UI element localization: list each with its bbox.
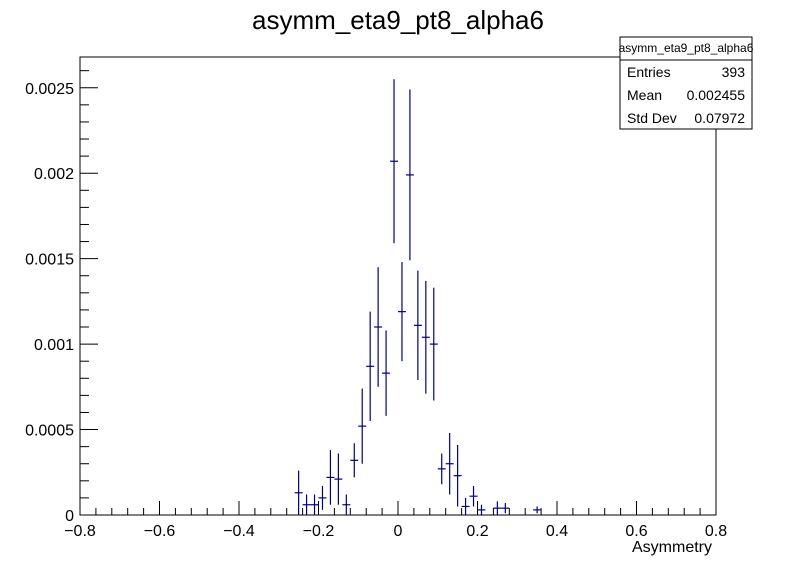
stats-mean-value: 0.002455 — [687, 87, 746, 103]
data-point — [533, 506, 542, 514]
stats-stddev-label: Std Dev — [627, 110, 677, 126]
x-tick-label: −0.4 — [223, 523, 255, 540]
data-point — [493, 501, 502, 515]
stats-mean-label: Mean — [627, 87, 662, 103]
stats-entries-label: Entries — [627, 64, 671, 80]
data-point — [477, 504, 486, 515]
data-point — [310, 494, 319, 515]
data-point — [350, 443, 359, 478]
data-point — [302, 494, 311, 515]
y-tick-label: 0.002 — [34, 166, 74, 183]
x-tick-label: 0.4 — [546, 523, 568, 540]
data-point — [382, 330, 391, 416]
y-tick-label: 0.0015 — [25, 252, 74, 269]
x-axis-title: Asymmetry — [632, 539, 712, 556]
x-tick-label: 0.8 — [705, 523, 727, 540]
stats-entries-value: 393 — [722, 64, 746, 80]
chart-title: asymm_eta9_pt8_alpha6 — [252, 5, 544, 35]
x-tick-label: −0.8 — [64, 523, 96, 540]
data-point — [326, 450, 335, 505]
data-point — [374, 267, 383, 387]
x-tick-label: 0.6 — [625, 523, 647, 540]
data-point — [358, 388, 367, 464]
stats-box-title: asymm_eta9_pt8_alpha6 — [619, 41, 754, 55]
data-point — [366, 311, 375, 422]
x-tick-label: 0 — [394, 523, 403, 540]
data-point — [461, 497, 470, 515]
data-point — [445, 432, 454, 495]
data-point — [318, 485, 327, 510]
data-point — [342, 494, 351, 515]
x-tick-label: 0.2 — [466, 523, 488, 540]
data-point — [405, 89, 414, 261]
data-point — [390, 79, 398, 244]
x-tick-label: −0.6 — [144, 523, 176, 540]
data-point — [453, 444, 462, 507]
data-point — [501, 503, 510, 514]
data-point — [469, 485, 478, 507]
data-point — [437, 453, 446, 485]
data-point — [429, 287, 438, 401]
stats-box: asymm_eta9_pt8_alpha6 Entries 393 Mean 0… — [619, 36, 754, 130]
y-tick-label: 0.0005 — [25, 423, 74, 440]
stats-stddev-value: 0.07972 — [694, 110, 745, 126]
stats-box-frame — [619, 36, 753, 130]
data-point — [334, 453, 343, 505]
data-point — [413, 270, 422, 380]
y-tick-label: 0.0025 — [25, 81, 74, 98]
y-tick-label: 0 — [65, 508, 74, 525]
y-tick-label: 0.001 — [34, 337, 74, 354]
axis-ticks: −0.8 −0.6 −0.4 −0.2 0 0.2 0.4 0.6 0.8 0 0.0005 0.00… — [25, 70, 727, 540]
data-point — [294, 470, 303, 515]
data-point — [398, 262, 406, 362]
x-tick-label: −0.2 — [303, 523, 335, 540]
data-point — [421, 280, 430, 394]
data-points — [294, 79, 542, 515]
